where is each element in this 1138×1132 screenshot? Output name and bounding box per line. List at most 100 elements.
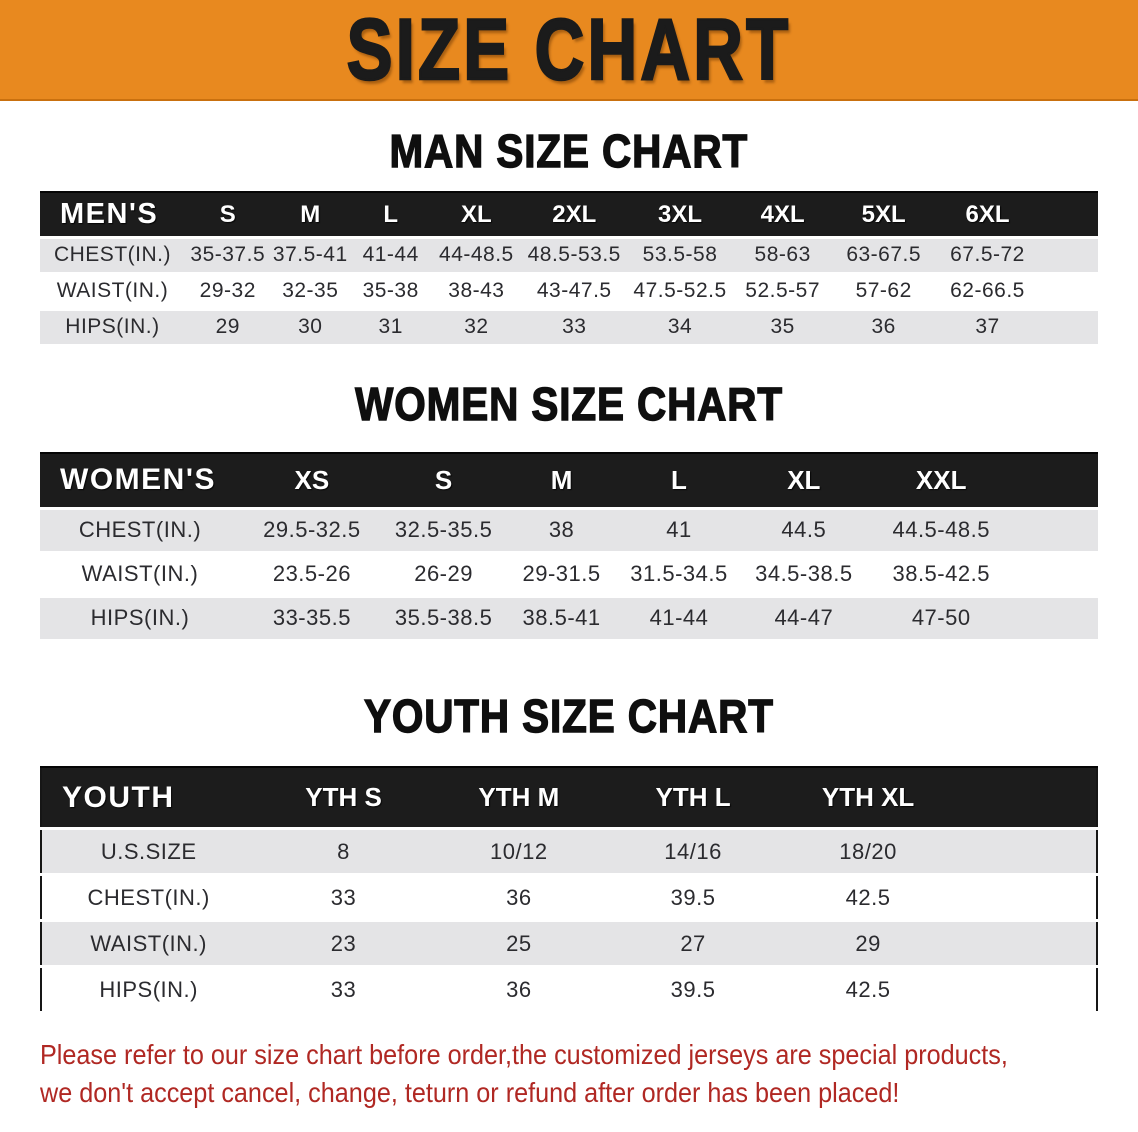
size-value-cell: 47.5-52.5: [627, 273, 733, 311]
size-value-cell: 30: [270, 309, 350, 347]
row-label-cell: WAIST(IN.): [40, 552, 240, 598]
size-value-cell: 38: [503, 508, 620, 554]
size-value-cell: 58-63: [732, 237, 833, 275]
size-value-cell: 57-62: [832, 273, 935, 311]
men-section-heading-text: MAN SIZE CHART: [389, 125, 749, 177]
size-value-cell: 36: [832, 309, 935, 347]
size-value-cell: 32-35: [270, 273, 350, 311]
page-title: SIZE CHART: [291, 1, 847, 98]
size-value-cell: 33-35.5: [239, 596, 384, 642]
size-value-cell: 27: [605, 920, 781, 969]
size-value-cell: 35-37.5: [184, 237, 271, 275]
size-value-cell: 37: [935, 309, 1098, 347]
row-label-cell: WAIST(IN.): [41, 920, 256, 969]
page-title-text: SIZE CHART: [346, 1, 792, 98]
table-row: HIPS(IN.) 33-35.5 35.5-38.5 38.5-41 41-44 44-…: [40, 596, 1098, 642]
order-note-line-2: we don't accept cancel, change, teturn o…: [40, 1076, 900, 1108]
size-value-cell: 31.5-34.5: [619, 552, 739, 598]
row-label-cell: CHEST(IN.): [41, 874, 256, 923]
size-column-header: 3XL: [627, 191, 733, 239]
size-column-header: YTH S: [255, 765, 432, 831]
size-value-cell: 23: [255, 920, 432, 969]
size-value-cell: 41-44: [619, 596, 739, 642]
size-column-header: L: [619, 452, 739, 510]
table-header-row: WOMEN'S XS S M L XL XXL: [40, 452, 1098, 510]
row-label-cell: WAIST(IN.): [40, 273, 185, 311]
size-value-cell: 36: [431, 874, 606, 923]
table-title-cell: WOMEN'S: [40, 452, 240, 510]
order-note: Please refer to our size chart before or…: [40, 1036, 1138, 1110]
youth-size-table: YOUTH YTH S YTH M YTH L YTH XL U.S.SIZE 8 10/12…: [40, 765, 1098, 1015]
size-column-header: XL: [431, 191, 522, 239]
size-value-cell: 42.5: [780, 966, 1097, 1015]
size-column-header: M: [270, 191, 350, 239]
size-value-cell: 29-31.5: [503, 552, 620, 598]
row-label-cell: U.S.SIZE: [41, 828, 256, 877]
size-value-cell: 44-47: [738, 596, 870, 642]
table-row: CHEST(IN.) 33 36 39.5 42.5: [41, 874, 1097, 923]
size-value-cell: 33: [521, 309, 628, 347]
women-section-heading-text: WOMEN SIZE CHART: [354, 377, 783, 430]
size-value-cell: 38.5-42.5: [869, 552, 1098, 598]
row-label-cell: HIPS(IN.): [40, 309, 185, 347]
women-size-section: WOMEN SIZE CHART WOMEN'S XS S M L XL XXL CHEST(…: [0, 377, 1138, 642]
row-label-cell: CHEST(IN.): [40, 508, 240, 554]
youth-section-heading-text: YOUTH SIZE CHART: [363, 689, 774, 742]
size-value-cell: 29: [184, 309, 271, 347]
size-value-cell: 32: [431, 309, 522, 347]
size-value-cell: 47-50: [869, 596, 1098, 642]
size-value-cell: 48.5-53.5: [521, 237, 628, 275]
size-value-cell: 29.5-32.5: [239, 508, 384, 554]
size-column-header: YTH XL: [780, 765, 1097, 831]
youth-section-heading: YOUTH SIZE CHART: [0, 689, 1138, 742]
women-size-table: WOMEN'S XS S M L XL XXL CHEST(IN.) 29.5-32.5 32.5…: [40, 452, 1098, 642]
size-value-cell: 36: [431, 966, 606, 1015]
size-value-cell: 41: [619, 508, 739, 554]
men-size-section: MAN SIZE CHART MEN'S S M L XL 2XL 3XL 4XL 5XL 6XL…: [0, 125, 1138, 347]
size-value-cell: 39.5: [605, 874, 781, 923]
size-column-header: XXL: [869, 452, 1098, 510]
size-column-header: YTH M: [431, 765, 606, 831]
table-row: CHEST(IN.) 29.5-32.5 32.5-35.5 38 41 44.5 44.5…: [40, 508, 1098, 554]
size-value-cell: 44.5-48.5: [869, 508, 1098, 554]
size-value-cell: 44.5: [738, 508, 870, 554]
table-row: HIPS(IN.) 29 30 31 32 33 34 35 36 37: [40, 309, 1098, 347]
size-value-cell: 38.5-41: [503, 596, 620, 642]
size-value-cell: 33: [255, 966, 432, 1015]
table-header-row: YOUTH YTH S YTH M YTH L YTH XL: [41, 765, 1097, 831]
size-value-cell: 62-66.5: [935, 273, 1098, 311]
size-value-cell: 32.5-35.5: [383, 508, 504, 554]
size-value-cell: 35-38: [349, 273, 432, 311]
table-row: WAIST(IN.) 23.5-26 26-29 29-31.5 31.5-34.5 34…: [40, 552, 1098, 598]
size-value-cell: 25: [431, 920, 606, 969]
size-value-cell: 23.5-26: [239, 552, 384, 598]
size-value-cell: 43-47.5: [521, 273, 628, 311]
size-value-cell: 35: [732, 309, 833, 347]
size-column-header: XS: [239, 452, 384, 510]
size-column-header: 6XL: [935, 191, 1098, 239]
table-row: WAIST(IN.) 29-32 32-35 35-38 38-43 43-47.5 47.…: [40, 273, 1098, 311]
men-section-heading: MAN SIZE CHART: [0, 125, 1138, 177]
youth-size-section: YOUTH SIZE CHART YOUTH YTH S YTH M YTH L YTH…: [0, 689, 1138, 1015]
men-size-table: MEN'S S M L XL 2XL 3XL 4XL 5XL 6XL CHEST(IN.) 35-37…: [40, 191, 1098, 347]
table-row: HIPS(IN.) 33 36 39.5 42.5: [41, 966, 1097, 1015]
size-value-cell: 26-29: [383, 552, 504, 598]
table-title-cell: YOUTH: [41, 765, 256, 831]
table-title-cell: MEN'S: [40, 191, 185, 239]
size-value-cell: 18/20: [780, 828, 1097, 877]
row-label-cell: HIPS(IN.): [40, 596, 240, 642]
banner: SIZE CHART: [0, 0, 1138, 101]
size-column-header: L: [349, 191, 432, 239]
size-column-header: 2XL: [521, 191, 628, 239]
size-value-cell: 29: [780, 920, 1097, 969]
order-note-line-1: Please refer to our size chart before or…: [40, 1039, 1008, 1071]
size-value-cell: 41-44: [349, 237, 432, 275]
table-header-row: MEN'S S M L XL 2XL 3XL 4XL 5XL 6XL: [40, 191, 1098, 239]
size-value-cell: 33: [255, 874, 432, 923]
size-column-header: XL: [738, 452, 870, 510]
size-column-header: S: [184, 191, 271, 239]
size-value-cell: 63-67.5: [832, 237, 935, 275]
size-value-cell: 14/16: [605, 828, 781, 877]
size-value-cell: 34.5-38.5: [738, 552, 870, 598]
